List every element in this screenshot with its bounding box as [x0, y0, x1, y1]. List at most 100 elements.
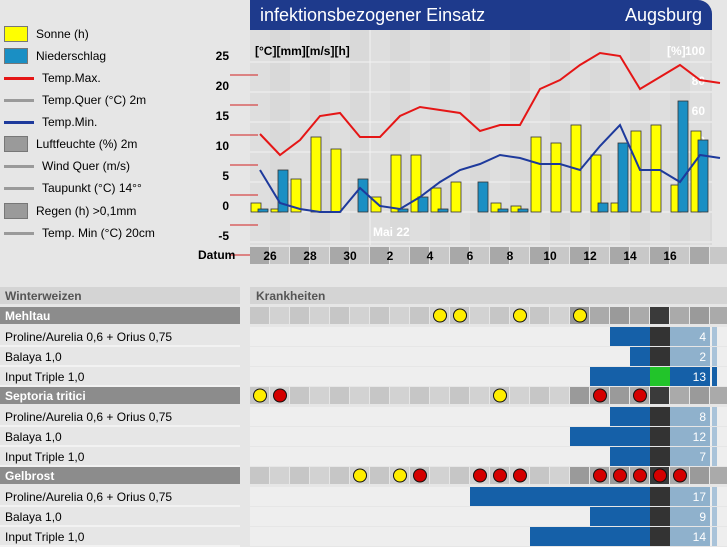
remaining-bar: [670, 367, 710, 386]
remaining-bar: [670, 487, 710, 506]
treatment-label: Input Triple 1,0: [5, 370, 85, 384]
risk-cell: [450, 387, 469, 404]
remaining-tail: [712, 527, 717, 546]
risk-cell: [410, 307, 429, 324]
plot-column-band: [250, 30, 270, 245]
treatment-label: Balaya 1,0: [5, 350, 62, 364]
risk-cell: [550, 307, 569, 324]
today-marker: [650, 487, 670, 506]
legend-swatch: [4, 120, 34, 124]
risk-marker-low: [453, 308, 467, 323]
risk-marker-high: [593, 468, 607, 483]
date-tick-label: 10: [543, 249, 557, 263]
risk-cell: [670, 387, 689, 404]
risk-marker-low: [393, 468, 407, 483]
protection-days-value: 8: [699, 410, 706, 424]
legend-item-regen-h-0-1mm: Regen (h) >0,1mm: [4, 202, 136, 220]
treatment-label: Proline/Aurelia 0,6 + Orius 0,75: [5, 410, 172, 424]
date-tick-label: 4: [427, 249, 434, 263]
protection-bar: [610, 447, 650, 466]
risk-cell: [550, 467, 569, 484]
risk-cell: [710, 387, 727, 404]
chart-title: infektionsbezogener Einsatz: [260, 4, 486, 25]
sun-bar: [490, 202, 502, 213]
risk-cell: [270, 467, 289, 484]
sun-bar: [410, 154, 422, 213]
date-cell: [690, 247, 709, 264]
treatment-row-bg: [250, 327, 727, 346]
legend-item-temp-min-c-20cm: Temp. Min (°C) 20cm: [4, 224, 155, 242]
legend-label: Temp.Max.: [42, 71, 101, 85]
sun-bar: [450, 181, 462, 213]
today-marker: [650, 447, 670, 466]
risk-marker-low: [433, 308, 447, 323]
legend-item-niederschlag: Niederschlag: [4, 47, 106, 65]
remaining-bar: [670, 527, 710, 546]
protection-bar: [570, 427, 650, 446]
remaining-bar: [670, 427, 710, 446]
risk-marker-high: [633, 388, 647, 403]
risk-marker-high: [673, 468, 687, 483]
sun-bar: [390, 154, 402, 213]
protection-days-value: 7: [699, 450, 706, 464]
right-tick-label: 60: [692, 104, 706, 118]
remaining-tail: [712, 367, 717, 386]
rain-bar: [397, 208, 409, 213]
risk-cell: [330, 467, 349, 484]
rain-bar: [677, 100, 689, 213]
date-tick-label: 16: [663, 249, 677, 263]
sun-bar: [590, 154, 602, 213]
right-units-label: [%]: [667, 44, 686, 58]
date-cell: [570, 247, 589, 264]
legend-swatch: [4, 98, 34, 102]
risk-cell: [410, 387, 429, 404]
date-axis-label: Datum: [198, 248, 235, 262]
protection-days-value: 17: [693, 490, 707, 504]
risk-cell: [690, 307, 709, 324]
risk-cell: [590, 307, 609, 324]
month-label: Mai 22: [373, 225, 410, 239]
risk-cell: [650, 387, 669, 404]
risk-cell: [310, 307, 329, 324]
date-cell: [330, 247, 349, 264]
crop-title: Winterweizen: [5, 289, 82, 303]
risk-cell: [370, 467, 389, 484]
risk-marker-high: [653, 468, 667, 483]
date-cell: [350, 247, 369, 264]
disease-header-bg: [0, 307, 240, 324]
disease-name-gelbrost: Gelbrost: [5, 469, 54, 483]
risk-marker-low: [353, 468, 367, 483]
rain-bar: [597, 202, 609, 213]
today-marker: [650, 507, 670, 526]
legend-item-temp-max: Temp.Max.: [4, 69, 101, 87]
treatment-label: Input Triple 1,0: [5, 450, 85, 464]
treatment-label: Balaya 1,0: [5, 510, 62, 524]
y-tick-label: 10: [216, 139, 230, 153]
date-cell: [490, 247, 509, 264]
risk-cell: [670, 307, 689, 324]
today-marker: [650, 427, 670, 446]
risk-cell: [450, 467, 469, 484]
y-tick-label: 0: [222, 199, 229, 213]
risk-cell: [250, 467, 269, 484]
units-label: [°C][mm][m/s][h]: [255, 44, 350, 58]
treatment-row-bg: [250, 347, 727, 366]
date-tick-label: 12: [583, 249, 597, 263]
sun-bar: [430, 187, 442, 213]
protection-bar: [610, 327, 650, 346]
protection-bar: [590, 507, 650, 526]
risk-cell: [390, 387, 409, 404]
legend-item-wind-quer-m-s: Wind Quer (m/s): [4, 157, 130, 175]
legend-label: Temp.Min.: [42, 115, 98, 129]
temp-min-line: [259, 123, 721, 213]
legend-label: Sonne (h): [36, 27, 89, 41]
risk-marker-high: [613, 468, 627, 483]
y-tick-label: -5: [218, 229, 229, 243]
risk-cell: [650, 307, 669, 324]
disease-header-bg: [0, 387, 240, 404]
protection-bar: [590, 367, 650, 386]
rain-bar: [417, 196, 429, 213]
today-marker: [650, 407, 670, 426]
sun-bar: [530, 136, 542, 213]
